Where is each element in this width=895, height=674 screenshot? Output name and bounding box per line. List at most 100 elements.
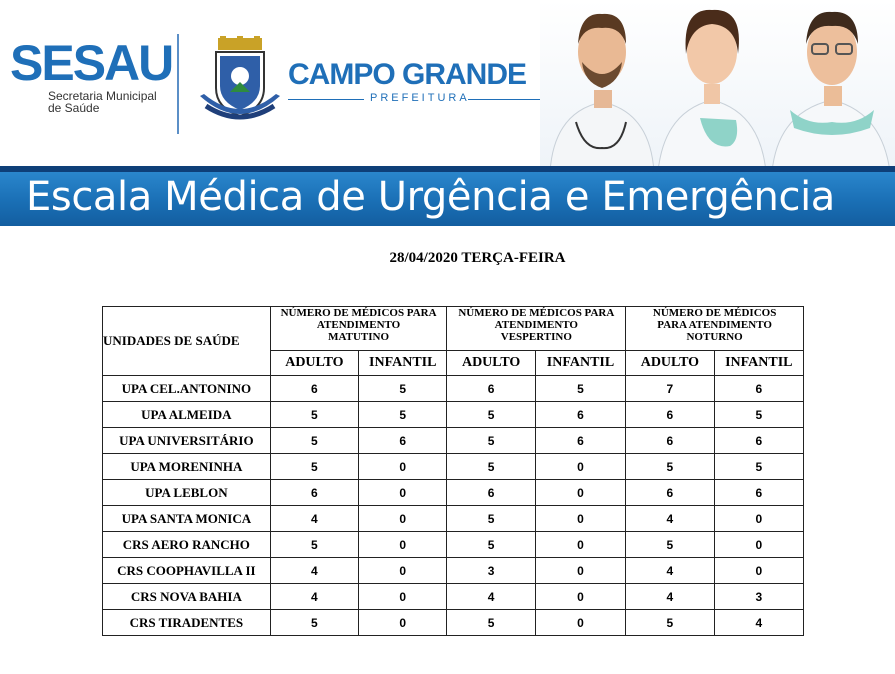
unit-name-cell: CRS AERO RANCHO: [102, 531, 271, 558]
doctor-count-cell: 3: [446, 557, 536, 584]
doctor-count-cell: 4: [625, 505, 715, 532]
doctor-count-cell: 4: [713, 609, 805, 636]
unit-name-cell: UPA LEBLON: [102, 479, 271, 506]
table-row: UPA SANTA MONICA 4 0 5 0 4 0: [102, 505, 805, 532]
doctor-count-cell: 6: [446, 375, 536, 402]
banner-stripe: [0, 166, 895, 172]
unit-name-cell: CRS TIRADENTES: [102, 609, 271, 636]
doctor-count-cell: 5: [269, 427, 360, 454]
doctor-count-cell: 7: [625, 375, 715, 402]
doctor-count-cell: 6: [446, 479, 536, 506]
sesau-logo-subtitle-1: Secretaria Municipal: [48, 89, 157, 103]
doctor-count-cell: 6: [358, 427, 448, 454]
doctor-count-cell: 0: [358, 479, 448, 506]
doctor-count-cell: 0: [534, 453, 627, 480]
unit-name-cell: CRS NOVA BAHIA: [102, 583, 271, 610]
afternoon-period-header: NÚMERO DE MÉDICOS PARA ATENDIMENTO VESPERT…: [446, 306, 627, 351]
unit-name-cell: CRS COOPHAVILLA II: [102, 557, 271, 584]
units-column-header: UNIDADES DE SAÚDE: [102, 306, 271, 376]
doctor-count-cell: 5: [625, 609, 715, 636]
sesau-logo-subtitle-2: de Saúde: [48, 101, 100, 115]
adult-header: ADULTO: [446, 350, 536, 376]
doctor-count-cell: 0: [713, 531, 805, 558]
table-row: UPA ALMEIDA 5 5 5 6 6 5: [102, 401, 805, 428]
header-banner: SESAU Secretaria Municipal de Saúde CAMP…: [0, 0, 895, 228]
child-header: INFANTIL: [713, 350, 805, 376]
doctor-count-cell: 0: [358, 609, 448, 636]
table-row: UPA MORENINHA 5 0 5 0 5 5: [102, 453, 805, 480]
doctor-count-cell: 4: [269, 583, 360, 610]
table-row: UPA LEBLON 6 0 6 0 6 6: [102, 479, 805, 506]
doctor-count-cell: 0: [358, 531, 448, 558]
doctors-photo: [540, 0, 895, 172]
prefeitura-label: PREFEITURA: [370, 92, 470, 104]
doctor-count-cell: 6: [534, 401, 627, 428]
logo-divider: [177, 34, 179, 134]
table-row: UPA CEL.ANTONINO 6 5 6 5 7 6: [102, 375, 805, 402]
doctor-count-cell: 0: [534, 609, 627, 636]
child-header: INFANTIL: [358, 350, 448, 376]
doctor-count-cell: 6: [269, 375, 360, 402]
unit-name-cell: UPA ALMEIDA: [102, 401, 271, 428]
unit-name-cell: UPA SANTA MONICA: [102, 505, 271, 532]
doctor-count-cell: 5: [358, 375, 448, 402]
sesau-logo: SESAU Secretaria Municipal de Saúde: [10, 38, 174, 115]
doctor-count-cell: 5: [534, 375, 627, 402]
doctor-count-cell: 6: [269, 479, 360, 506]
date-title: 28/04/2020 TERÇA-FEIRA: [389, 250, 566, 266]
unit-name-cell: UPA MORENINHA: [102, 453, 271, 480]
unit-name-cell: UPA CEL.ANTONINO: [102, 375, 271, 402]
doctor-count-cell: 4: [625, 583, 715, 610]
doctor-count-cell: 4: [269, 557, 360, 584]
doctor-count-cell: 5: [446, 505, 536, 532]
doctor-count-cell: 5: [269, 401, 360, 428]
banner-title: Escala Médica de Urgência e Emergência: [26, 174, 835, 220]
doctor-count-cell: 3: [713, 583, 805, 610]
doctor-count-cell: 4: [269, 505, 360, 532]
campo-grande-logo: CAMPO GRANDE PREFEITURA: [288, 58, 544, 106]
doctor-count-cell: 0: [358, 557, 448, 584]
doctor-count-cell: 5: [625, 531, 715, 558]
doctor-count-cell: 5: [358, 401, 448, 428]
doctor-count-cell: 0: [534, 479, 627, 506]
doctor-count-cell: 5: [446, 453, 536, 480]
table-row: CRS NOVA BAHIA 4 0 4 0 4 3: [102, 583, 805, 610]
doctor-count-cell: 0: [713, 505, 805, 532]
doctor-count-cell: 5: [269, 609, 360, 636]
doctor-count-cell: 6: [625, 401, 715, 428]
adult-header: ADULTO: [625, 350, 715, 376]
title-banner: Escala Médica de Urgência e Emergência: [0, 172, 895, 226]
table-row: CRS COOPHAVILLA II 4 0 3 0 4 0: [102, 557, 805, 584]
doctor-count-cell: 4: [625, 557, 715, 584]
night-period-header: NÚMERO DE MÉDICOS PARA ATENDIMENTO NOTURNO: [625, 306, 804, 351]
doctor-count-cell: 5: [713, 401, 805, 428]
doctor-count-cell: 5: [446, 427, 536, 454]
city-seal-icon: [200, 36, 280, 120]
table-row: CRS TIRADENTES 5 0 5 0 5 4: [102, 609, 805, 636]
morning-period-header: NÚMERO DE MÉDICOS PARA ATENDIMENTO MATUTIN…: [269, 306, 448, 351]
doctor-count-cell: 6: [534, 427, 627, 454]
table-row: CRS AERO RANCHO 5 0 5 0 5 0: [102, 531, 805, 558]
unit-name-cell: UPA UNIVERSITÁRIO: [102, 427, 271, 454]
doctor-count-cell: 4: [446, 583, 536, 610]
doctor-count-cell: 6: [713, 375, 805, 402]
doctor-count-cell: 5: [713, 453, 805, 480]
doctor-count-cell: 0: [358, 583, 448, 610]
doctor-count-cell: 6: [625, 427, 715, 454]
doctor-count-cell: 5: [269, 453, 360, 480]
doctor-count-cell: 6: [713, 427, 805, 454]
doctor-count-cell: 0: [534, 583, 627, 610]
doctor-count-cell: 6: [713, 479, 805, 506]
doctor-count-cell: 5: [269, 531, 360, 558]
doctor-count-cell: 5: [446, 531, 536, 558]
campo-grande-logo-text: CAMPO GRANDE: [288, 58, 527, 91]
doctor-count-cell: 5: [625, 453, 715, 480]
schedule-table: UNIDADES DE SAÚDE NÚMERO DE MÉDICOS PARA…: [102, 306, 805, 636]
doctor-count-cell: 5: [446, 401, 536, 428]
doctor-count-cell: 0: [534, 505, 627, 532]
adult-header: ADULTO: [269, 350, 360, 376]
doctor-count-cell: 5: [446, 609, 536, 636]
doctor-count-cell: 0: [534, 557, 627, 584]
doctor-count-cell: 0: [358, 505, 448, 532]
doctor-count-cell: 6: [625, 479, 715, 506]
